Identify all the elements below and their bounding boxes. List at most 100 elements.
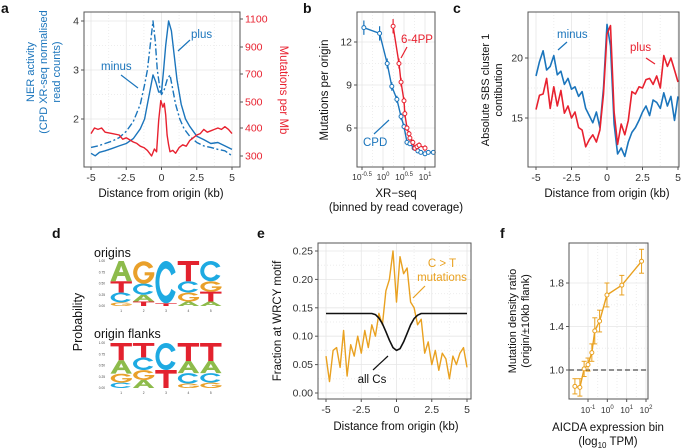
- b-point-6-4PP: [401, 98, 407, 104]
- a-series-minus: [90, 20, 233, 157]
- e-annotation-all-cs: all Cs: [358, 374, 387, 386]
- d-logo-letter-C: [177, 281, 199, 293]
- c-y-tick-label: 20: [511, 53, 523, 65]
- e-y-tick-label: 0.20: [293, 274, 314, 286]
- b-plot-background: [357, 12, 435, 167]
- d-y-tick-label: 0.50: [99, 282, 105, 286]
- e-series-c-to-t: [325, 250, 468, 383]
- d-logo-letter-T: [110, 281, 132, 293]
- e-annotation-mutations: mutations: [417, 272, 467, 284]
- f-point: [589, 350, 595, 356]
- a-y-tick-label: 3: [73, 65, 79, 77]
- a-annotation-plus: plus: [191, 29, 212, 41]
- b-x-tick-exponent: 0: [386, 172, 390, 178]
- panel-label-f: f: [500, 225, 505, 241]
- e-leader-all-cs: [372, 355, 389, 371]
- a-ylabel-line3: read counts): [51, 41, 63, 102]
- a-right-tick-label: 700: [245, 69, 263, 81]
- e-y-tick-label: 0.15: [293, 302, 314, 314]
- b-point-6-4PP: [407, 135, 413, 141]
- f-point: [619, 282, 625, 288]
- b-point-6-4PP: [416, 142, 422, 148]
- d-x-tick-label: 5: [210, 309, 212, 313]
- f-plot-frame: [568, 242, 649, 400]
- b-point-CPD: [398, 114, 404, 120]
- c-x-tick-label: 0: [604, 172, 610, 184]
- c-x-tick-label: 5: [675, 172, 681, 184]
- f-x-tick-base: 10: [620, 405, 630, 415]
- d-logo-letter-T: [177, 261, 200, 282]
- c-x-tick-label: 2.5: [635, 172, 650, 184]
- b-point-6-4PP: [410, 139, 416, 145]
- b-point-6-4PP: [398, 79, 404, 85]
- a-right-tick-label: 500: [245, 97, 263, 109]
- e-ylabel: Fraction at WRCY motif: [272, 260, 284, 381]
- d-logo-letter-A: [200, 361, 222, 374]
- a-x-tick-label: 2.5: [189, 172, 204, 184]
- a-annotation-minus: minus: [101, 61, 132, 73]
- d-y-tick-label: 1.00: [99, 341, 105, 345]
- d-logo-letter-A: [110, 261, 132, 282]
- d-logo-letter-G: [110, 302, 132, 307]
- f-x-tick-base: 10: [581, 405, 591, 415]
- panel-label-b: b: [303, 0, 312, 16]
- d-logo-letter-T: [155, 303, 177, 306]
- b-y-tick-label: 12: [340, 37, 352, 49]
- d-logo-letter-C: [133, 283, 154, 295]
- b-leader-cpd: [373, 119, 390, 135]
- f-x-tick-base: 10: [640, 405, 650, 415]
- a-right-tick-label: 1100: [245, 14, 268, 26]
- b-y-tick-label: 6: [346, 123, 352, 135]
- d-y-tick-label: 0.00: [99, 304, 105, 308]
- b-x-tick-label: 10-0.5: [352, 172, 372, 182]
- f-series: [574, 260, 643, 389]
- a-ylabel-right: Mutations per Mb: [277, 46, 289, 135]
- b-x-tick-label: 100: [377, 172, 390, 182]
- e-xlabel: Distance from origin (kb): [333, 421, 458, 433]
- b-x-tick-label: 100.5: [395, 172, 413, 182]
- f-ylabel-line1: Mutation density ratio: [507, 269, 519, 374]
- d-x-tick-label: 2: [143, 309, 145, 313]
- d-logo-letter-G: [200, 382, 222, 389]
- d-logo-letter-T: [200, 343, 222, 361]
- c-ylabel-line2: contibution: [493, 63, 505, 116]
- d-logo-title-origins: origins: [94, 246, 131, 260]
- e-x-tick-label: -2.5: [352, 404, 370, 416]
- b-x-tick-base: 10: [377, 172, 387, 182]
- b-x-tick-exponent: 0.5: [405, 172, 414, 178]
- d-logo-letter-C: [177, 373, 199, 384]
- d-logo-letter-C: [155, 343, 176, 370]
- b-point-CPD: [377, 30, 383, 36]
- d-y-tick-label: 1.00: [99, 259, 105, 263]
- e-x-tick-label: 0: [394, 404, 400, 416]
- f-y-tick-label: 1.4: [549, 321, 564, 333]
- d-logo-title-flanks: origin flanks: [94, 327, 161, 341]
- f-point: [639, 258, 645, 264]
- d-logo-letter-T: [132, 301, 155, 306]
- d-x-tick-label: 4: [188, 309, 190, 313]
- b-x-tick-base: 10: [395, 172, 405, 182]
- b-point-6-4PP: [390, 23, 396, 29]
- a-ylabel-line2: (CPD XR-seq normalised: [38, 10, 50, 133]
- b-ylabel: Mutations per origin: [319, 40, 331, 141]
- d-logo-letter-C: [200, 373, 221, 383]
- c-series-minus: [535, 23, 679, 158]
- d-x-tick-label: 3: [165, 309, 167, 313]
- b-point-CPD: [384, 61, 390, 66]
- c-ylabel-line1: Absolute SBS cluster 1: [480, 34, 492, 147]
- d-logo-letter-G: [177, 383, 200, 389]
- d-logo-letter-G: [133, 370, 155, 381]
- b-point-CPD: [389, 83, 395, 89]
- f-x-tick-label: 101: [620, 405, 633, 415]
- b-y-tick-label: 9: [346, 80, 352, 92]
- c-annotation-plus: plus: [630, 42, 651, 54]
- f-xlabel-log: (log: [578, 436, 597, 448]
- a-x-tick-label: -5: [86, 172, 95, 184]
- f-x-tick-exponent: 0: [610, 405, 614, 411]
- f-x-tick-exponent: 2: [649, 405, 653, 411]
- f-xlabel-sub: 10: [598, 441, 607, 448]
- a-right-tick-label: 300: [245, 151, 263, 163]
- e-annotation-ct: C > T: [428, 258, 456, 270]
- d-ylabel: Probability: [71, 292, 85, 351]
